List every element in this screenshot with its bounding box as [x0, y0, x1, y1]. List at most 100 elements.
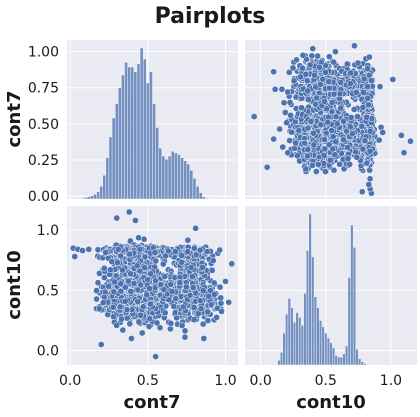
hist-bar: [124, 62, 128, 200]
scatter-point: [217, 294, 225, 302]
scatter-point: [310, 129, 317, 137]
scatter-point: [324, 118, 332, 126]
scatter-point: [179, 303, 187, 311]
hist-bar: [87, 196, 91, 200]
scatter-point: [208, 267, 216, 274]
scatter-point: [100, 264, 108, 272]
scatter-point: [340, 136, 347, 144]
scatter-point: [314, 52, 321, 60]
hist-bar: [118, 87, 122, 200]
scatter-point: [216, 283, 224, 291]
scatter-point: [365, 181, 373, 188]
scatter-point: [293, 152, 301, 160]
scatter-point: [284, 149, 292, 157]
scatter-point: [190, 244, 198, 252]
scatter-point: [350, 106, 358, 113]
scatter-point: [344, 155, 352, 163]
scatter-point: [358, 123, 366, 130]
hist-bar: [99, 186, 103, 200]
scatter-point: [138, 329, 146, 337]
scatter-point: [184, 248, 192, 255]
scatter-point: [353, 153, 361, 161]
scatter-point: [330, 166, 338, 174]
scatter-point: [182, 283, 190, 291]
scatter-point: [153, 319, 161, 327]
scatter-point: [167, 325, 174, 333]
hist-bar: [161, 155, 166, 200]
scatter-point: [304, 124, 312, 132]
scatter-point: [361, 137, 369, 145]
scatter-point: [270, 135, 278, 143]
scatter-point: [332, 48, 339, 56]
scatter-point: [349, 130, 356, 138]
hist-bar: [108, 136, 113, 200]
hist-bar: [189, 170, 194, 200]
hist-bar: [192, 178, 197, 200]
scatter-point: [321, 145, 329, 153]
scatter-point: [407, 137, 414, 145]
hist-bar: [155, 127, 159, 200]
scatter-point: [322, 168, 329, 175]
scatter-point: [190, 304, 198, 311]
scatter-point: [280, 99, 288, 107]
scatter-point: [336, 90, 344, 98]
scatter-point: [301, 139, 309, 147]
scatter-point: [216, 246, 224, 254]
scatter-point: [317, 121, 325, 129]
scatter-point: [363, 159, 371, 167]
scatter-point: [119, 326, 127, 334]
scatter-point: [205, 292, 213, 300]
scatter-point: [290, 77, 298, 85]
scatter-point: [309, 162, 316, 169]
scatter-point: [354, 59, 362, 67]
scatter-point: [304, 87, 312, 95]
hist-bar: [121, 74, 125, 200]
scatter-point: [376, 83, 384, 90]
scatter-point: [379, 129, 387, 136]
scatter-point: [323, 105, 331, 113]
scatter-point: [364, 65, 371, 73]
hist-bar: [142, 58, 147, 200]
scatter-point: [286, 137, 293, 144]
scatter-point: [321, 136, 328, 144]
scatter-point: [128, 335, 135, 342]
scatter-point: [346, 160, 354, 168]
hist-bar: [149, 71, 153, 200]
scatter-point: [398, 132, 405, 139]
scatter-point: [210, 291, 218, 298]
scatter-point: [304, 152, 311, 160]
scatter-point: [400, 149, 408, 157]
scatter-point: [359, 145, 367, 153]
scatter-point: [305, 96, 312, 104]
scatter-point: [366, 127, 374, 135]
scatter-point: [213, 314, 220, 321]
scatter-point: [172, 295, 180, 303]
scatter-point: [365, 101, 372, 109]
scatter-point: [107, 266, 114, 274]
scatter-point: [204, 317, 212, 324]
scatter-point: [313, 94, 321, 102]
scatter-point: [389, 76, 397, 83]
scatter-point: [289, 64, 297, 72]
scatter-point: [337, 104, 345, 112]
scatter-point: [276, 125, 283, 133]
scatter-point: [123, 306, 131, 314]
hist-bar: [83, 197, 88, 200]
scatter-point: [93, 287, 100, 295]
y-tick-label: 0.25: [28, 153, 59, 169]
scatter-point: [298, 104, 305, 112]
scatter-point: [250, 113, 258, 120]
scatter-point: [161, 309, 169, 317]
chart-title: Pairplots: [155, 4, 266, 29]
scatter-point: [178, 322, 186, 329]
scatter-point: [314, 161, 322, 168]
scatter-point: [284, 88, 291, 96]
y-tick-label: 0.75: [28, 81, 59, 97]
scatter-point: [146, 315, 154, 322]
scatter-point: [332, 138, 340, 146]
scatter-point: [309, 45, 317, 53]
hist-bar: [90, 195, 94, 200]
scatter-point: [167, 281, 175, 288]
scatter-point: [288, 128, 295, 136]
hist-bar: [105, 157, 110, 200]
